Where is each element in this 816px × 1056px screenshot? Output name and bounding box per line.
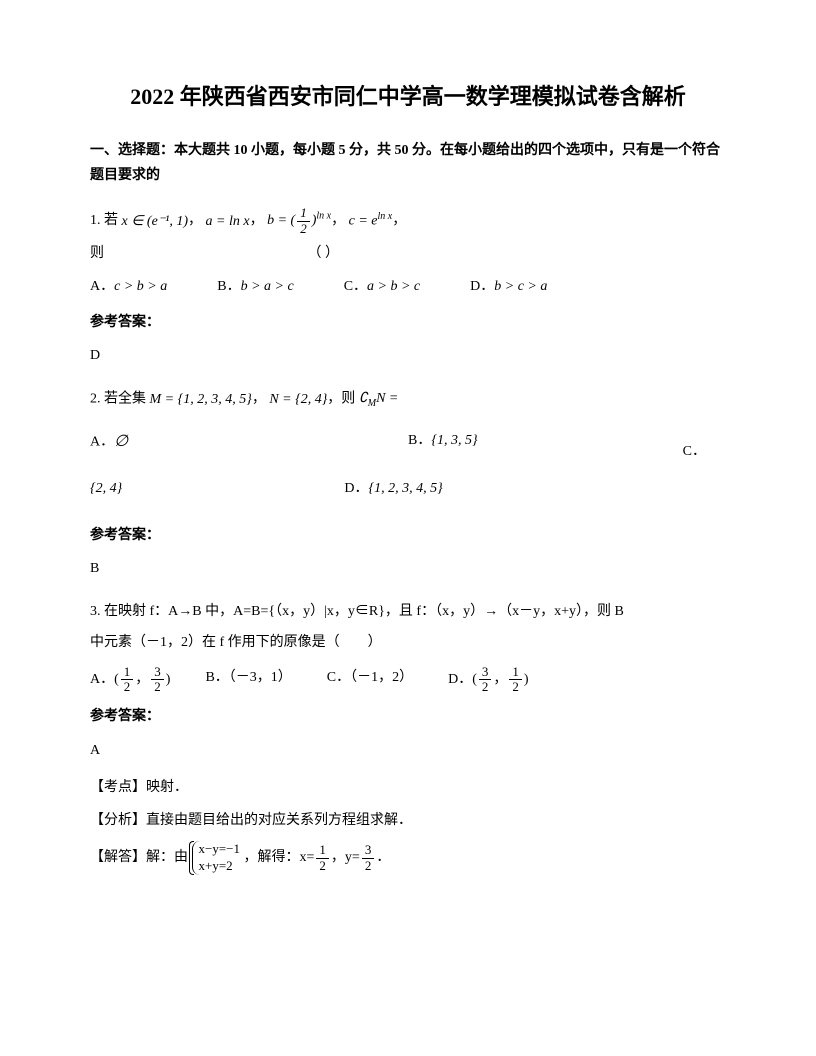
q1-line2: 则 （ ）	[90, 241, 726, 266]
q1-paren: （ ）	[308, 246, 340, 261]
q2-prefix: 2. 若全集	[90, 392, 146, 407]
q3-optD-sep: ，	[493, 672, 507, 687]
q3-line1: 3. 在映射 f：A→B 中，A=B={（x，y）|x，y∈R}，且 f：（x，…	[90, 599, 726, 624]
q1-optB-label: B．	[217, 279, 240, 294]
q1-sep1: ，	[188, 213, 202, 228]
frac-den: 2	[509, 680, 522, 694]
q1-sep2: ，	[250, 213, 264, 228]
frac-num: 1	[297, 206, 310, 221]
q2-optD-label: D．	[344, 481, 368, 496]
q1-optD-label: D．	[470, 279, 494, 294]
frac-num: 3	[151, 665, 164, 680]
q1-expr4: c = eln x	[349, 208, 393, 234]
q1-options: A．c > b > a B．b > a > c C．a > b > c D．b …	[90, 274, 726, 299]
q2-expr2: N = {2, 4}	[269, 387, 327, 412]
q1-optC-expr: a > b > c	[367, 274, 420, 299]
q3-line2: 中元素（－1，2）在 f 作用下的原像是（ ）	[90, 630, 726, 655]
q2-optC-label: C．	[683, 444, 706, 459]
q3-option-d: D．(32，12)	[448, 665, 528, 695]
q3-option-b: B．（－3，1）	[205, 665, 291, 695]
q1-answer: D	[90, 343, 726, 368]
q2-optC-val: {2, 4}	[90, 476, 122, 501]
q3-optA-end: )	[166, 672, 171, 687]
q2-optD-expr: {1, 2, 3, 4, 5}	[369, 476, 443, 501]
q2-answer-label: 参考答案：	[90, 523, 726, 548]
q1-answer-label: 参考答案：	[90, 310, 726, 335]
q3-answer: A	[90, 738, 726, 763]
q1-option-b: B．b > a > c	[217, 274, 293, 299]
q1-expr3-pre: b = (	[267, 213, 295, 228]
document-title: 2022 年陕西省西安市同仁中学高一数学理模拟试卷含解析	[90, 80, 726, 113]
q1-line1: 1. 若 x ∈ (e⁻¹, 1)， a = ln x， b = (12)ln …	[90, 206, 726, 236]
q3-optA-label: A．(	[90, 672, 119, 687]
q2-expr1: M = {1, 2, 3, 4, 5}	[150, 387, 252, 412]
question-1: 1. 若 x ∈ (e⁻¹, 1)， a = ln x， b = (12)ln …	[90, 206, 726, 368]
q1-then: 则	[90, 246, 104, 261]
frac-den: 2	[151, 680, 164, 694]
q2-complement: ∁	[359, 391, 368, 406]
q2-option-d: D．{1, 2, 3, 4, 5}	[344, 476, 662, 501]
q3-optD-end: )	[524, 672, 529, 687]
q3-solve-mid: ，解得：x=	[244, 850, 315, 865]
q1-option-d: D．b > c > a	[470, 274, 547, 299]
q1-expr3-exp: ln x	[316, 211, 331, 222]
q1-sep4: ，	[392, 213, 406, 228]
q2-sep2: ，则	[327, 392, 355, 407]
q3-optA-sep: ，	[135, 672, 149, 687]
q1-optB-expr: b > a > c	[241, 274, 294, 299]
q3-solution: 【解答】解：由 x−y=−1 x+y=2 ，解得：x=12，y=32．	[90, 841, 726, 875]
q2-expr3-suf: N =	[376, 391, 398, 406]
eq1: x−y=−1	[199, 841, 241, 858]
frac-den: 2	[362, 859, 375, 873]
frac-den: 2	[297, 222, 310, 236]
frac-num: 1	[509, 665, 522, 680]
frac-den: 2	[121, 680, 134, 694]
q3-solve-pre: 【解答】解：由	[90, 850, 188, 865]
q3-optD-label: D．(	[448, 672, 477, 687]
q2-sep1: ，	[252, 392, 266, 407]
q3-point: 【考点】映射．	[90, 775, 726, 800]
frac-den: 2	[479, 680, 492, 694]
equation-system: x−y=−1 x+y=2	[192, 841, 241, 875]
q1-expr3: b = (12)ln x	[267, 206, 331, 236]
q1-prefix: 1. 若	[90, 213, 118, 228]
q3-solve-mid2: ，y=	[331, 850, 360, 865]
q2-option-c-expr: {2, 4}	[90, 476, 344, 501]
q3-answer-label: 参考答案：	[90, 704, 726, 729]
q2-expr3: ∁MN =	[359, 386, 399, 413]
frac-num: 3	[362, 843, 375, 858]
q3-options: A．(12，32) B．（－3，1） C．（－1，2） D．(32，12)	[90, 665, 726, 695]
q1-option-c: C．a > b > c	[344, 274, 420, 299]
q2-answer: B	[90, 556, 726, 581]
q3-solve-end: ．	[376, 850, 390, 865]
q3-option-a: A．(12，32)	[90, 665, 170, 695]
q1-expr2: a = ln x	[206, 209, 250, 234]
question-2: 2. 若全集 M = {1, 2, 3, 4, 5}， N = {2, 4}，则…	[90, 386, 726, 582]
q1-optC-label: C．	[344, 279, 367, 294]
q3-option-c: C．（－1，2）	[327, 665, 413, 695]
frac-num: 1	[316, 843, 329, 858]
q1-optA-expr: c > b > a	[114, 274, 167, 299]
question-3: 3. 在映射 f：A→B 中，A=B={（x，y）|x，y∈R}，且 f：（x，…	[90, 599, 726, 875]
section-header: 一、选择题：本大题共 10 小题，每小题 5 分，共 50 分。在每小题给出的四…	[90, 138, 726, 188]
q2-options: A．∅ B．{1, 3, 5} C． {2, 4} D．{1, 2, 3, 4,…	[90, 428, 726, 513]
q2-option-c: C．	[90, 439, 726, 464]
q1-optD-expr: b > c > a	[494, 274, 547, 299]
frac-num: 1	[121, 665, 134, 680]
frac-den: 2	[316, 859, 329, 873]
q1-expr4-exp: ln x	[377, 211, 392, 222]
frac-num: 3	[479, 665, 492, 680]
q2-sub: M	[368, 398, 376, 409]
q1-expr1: x ∈ (e⁻¹, 1)	[122, 209, 189, 234]
q1-sep3: ，	[331, 213, 345, 228]
q3-analysis: 【分析】直接由题目给出的对应关系列方程组求解．	[90, 808, 726, 833]
q1-option-a: A．c > b > a	[90, 274, 167, 299]
q1-expr4-base: c = e	[349, 214, 378, 229]
eq2: x+y=2	[199, 858, 241, 875]
q2-line1: 2. 若全集 M = {1, 2, 3, 4, 5}， N = {2, 4}，则…	[90, 386, 726, 413]
q1-optA-label: A．	[90, 279, 114, 294]
